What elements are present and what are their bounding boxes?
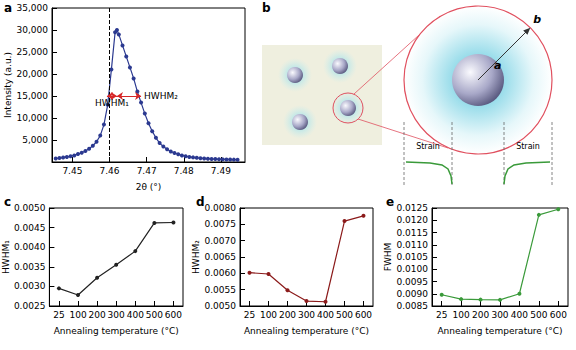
svg-text:HWHM₁: HWHM₁	[1, 240, 11, 274]
svg-text:0.0075: 0.0075	[205, 219, 237, 229]
svg-text:HWHM₂: HWHM₂	[144, 91, 178, 101]
svg-text:200: 200	[472, 310, 489, 320]
svg-text:0.0125: 0.0125	[397, 203, 429, 213]
svg-text:0.0080: 0.0080	[205, 203, 237, 213]
svg-text:a: a	[4, 1, 12, 15]
svg-text:25,000: 25,000	[17, 47, 49, 57]
svg-text:0.0060: 0.0060	[205, 268, 237, 278]
svg-text:35,000: 35,000	[17, 3, 49, 13]
svg-text:25: 25	[244, 310, 255, 320]
svg-text:5,000: 5,000	[22, 135, 48, 145]
svg-text:FWHM: FWHM	[383, 243, 393, 272]
svg-text:c: c	[4, 195, 11, 209]
svg-text:100: 100	[69, 310, 86, 320]
svg-text:100: 100	[453, 310, 470, 320]
svg-text:d: d	[196, 195, 205, 209]
svg-text:300: 300	[298, 310, 315, 320]
svg-text:0.0035: 0.0035	[14, 262, 46, 272]
svg-text:400: 400	[511, 310, 528, 320]
svg-text:200: 200	[89, 310, 106, 320]
svg-text:0.0115: 0.0115	[397, 228, 429, 238]
svg-text:Annealing temperature (°C): Annealing temperature (°C)	[437, 326, 562, 336]
svg-text:200: 200	[279, 310, 296, 320]
svg-text:b: b	[262, 1, 271, 15]
svg-text:HWHM₂: HWHM₂	[191, 240, 201, 274]
svg-text:400: 400	[317, 310, 334, 320]
svg-text:0.0070: 0.0070	[205, 236, 237, 246]
svg-text:20,000: 20,000	[17, 69, 49, 79]
svg-text:Annealing temperature (°C): Annealing temperature (°C)	[244, 326, 369, 336]
svg-text:500: 500	[146, 310, 163, 320]
svg-text:0.0025: 0.0025	[14, 301, 46, 311]
svg-text:0.0110: 0.0110	[397, 240, 429, 250]
svg-text:500: 500	[336, 310, 353, 320]
svg-text:7.47: 7.47	[137, 166, 157, 176]
svg-text:0.0030: 0.0030	[14, 281, 46, 291]
svg-text:300: 300	[491, 310, 508, 320]
svg-text:HWHM₁: HWHM₁	[95, 98, 129, 108]
svg-text:100: 100	[260, 310, 277, 320]
svg-text:b: b	[533, 13, 541, 26]
svg-text:0.0090: 0.0090	[397, 289, 429, 299]
svg-text:0.0065: 0.0065	[205, 252, 237, 262]
svg-text:a: a	[494, 59, 501, 72]
svg-text:Strain: Strain	[416, 142, 440, 151]
svg-text:Annealing temperature (°C): Annealing temperature (°C)	[54, 326, 179, 336]
svg-text:0.0095: 0.0095	[397, 277, 429, 287]
svg-text:600: 600	[550, 310, 567, 320]
svg-text:7.48: 7.48	[174, 166, 194, 176]
svg-text:0.0085: 0.0085	[397, 301, 429, 311]
svg-text:30,000: 30,000	[17, 25, 49, 35]
svg-text:400: 400	[127, 310, 144, 320]
svg-text:25: 25	[53, 310, 64, 320]
svg-text:0.0050: 0.0050	[14, 203, 46, 213]
svg-text:15,000: 15,000	[17, 91, 49, 101]
svg-text:500: 500	[530, 310, 547, 320]
svg-text:7.46: 7.46	[100, 166, 120, 176]
svg-text:10,000: 10,000	[17, 113, 49, 123]
svg-text:0.0055: 0.0055	[205, 285, 237, 295]
svg-text:0.0100: 0.0100	[397, 264, 429, 274]
svg-text:600: 600	[355, 310, 372, 320]
svg-text:300: 300	[108, 310, 125, 320]
svg-text:e: e	[386, 195, 394, 209]
svg-text:0.0050: 0.0050	[205, 301, 237, 311]
svg-text:0.0045: 0.0045	[14, 223, 46, 233]
svg-text:0.0105: 0.0105	[397, 252, 429, 262]
svg-text:25: 25	[436, 310, 447, 320]
svg-text:0.0040: 0.0040	[14, 242, 46, 252]
svg-text:Strain: Strain	[516, 142, 540, 151]
svg-text:7.49: 7.49	[211, 166, 231, 176]
svg-text:7.45: 7.45	[62, 166, 82, 176]
svg-text:0.0120: 0.0120	[397, 215, 429, 225]
svg-text:Intensity (a.u.): Intensity (a.u.)	[3, 52, 13, 118]
svg-text:2θ (°): 2θ (°)	[136, 182, 162, 192]
svg-text:600: 600	[165, 310, 182, 320]
